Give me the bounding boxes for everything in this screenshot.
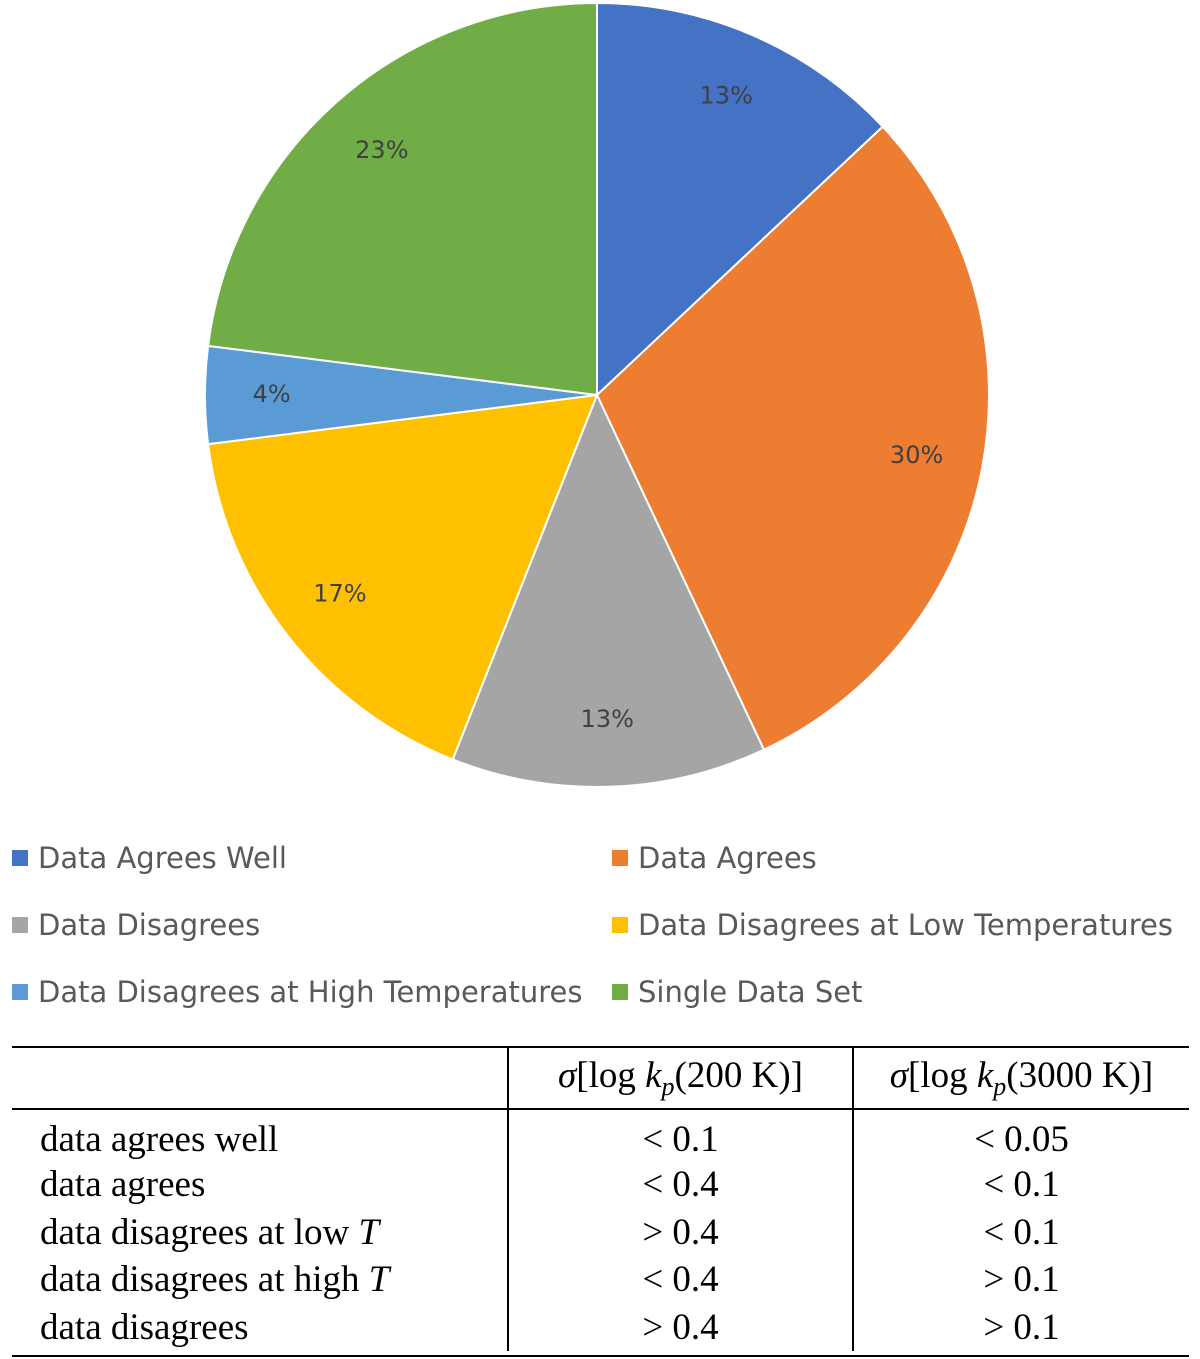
row-label: data agrees well [40,1119,279,1160]
legend-label: Data Agrees Well [38,841,287,875]
table-header-row: σ[log kp(200 K)] σ[log kp(3000 K)] [12,1047,1189,1110]
pie-slice-data-agrees-well [596,1,885,398]
legend-label: Data Disagrees at High Temperatures [38,975,583,1009]
chart-legend: Data Agrees Well Data Agrees Data Disagr… [0,826,1200,1026]
header-sigma-3000k: σ[log kp(3000 K)] [852,1047,1189,1110]
pie-slice-data-agrees [595,125,990,752]
pie-data-label: 30% [890,441,943,469]
legend-item-single-data-set: Single Data Set [612,970,862,1014]
legend-swatch [612,917,628,933]
legend-swatch [12,984,28,1000]
pie-data-label: 13% [581,705,634,733]
row-label: data disagrees at high T [40,1259,390,1301]
row-label: data agrees [40,1164,206,1206]
legend-swatch [612,850,628,866]
row-value-200k: < 0.4 [507,1256,853,1304]
legend-item-data-disagrees: Data Disagrees [12,903,260,947]
legend-label: Data Disagrees at Low Temperatures [638,908,1173,942]
row-value-3000k: > 0.1 [852,1303,1189,1352]
legend-label: Single Data Set [638,975,863,1009]
header-empty-cell [12,1047,508,1110]
table-row: data agrees < 0.4 < 0.1 [12,1161,1189,1209]
legend-item-data-agrees: Data Agrees [612,836,817,880]
row-value-3000k: > 0.1 [852,1256,1189,1304]
row-value-200k: < 0.1 [507,1109,853,1161]
table-bottom-rule [12,1355,1189,1357]
table-row: data disagrees at high T < 0.4 > 0.1 [12,1256,1189,1304]
legend-item-data-agrees-well: Data Agrees Well [12,836,287,880]
pie-data-label: 23% [355,136,408,164]
pie-labels: 13% 30% 13% 17% 4% 23% [253,81,944,733]
pie-slice-single-data-set [206,1,598,397]
legend-item-data-disagrees-low-temperatures: Data Disagrees at Low Temperatures [612,903,1173,947]
pie-data-label: 17% [313,579,366,607]
table-row: data agrees well < 0.1 < 0.05 [12,1109,1189,1161]
legend-swatch [612,984,628,1000]
legend-swatch [12,917,28,933]
pie-data-label: 13% [700,81,753,109]
pie-data-label: 4% [253,380,291,408]
row-value-3000k: < 0.1 [852,1161,1189,1209]
legend-swatch [12,850,28,866]
row-value-200k: > 0.4 [507,1208,853,1257]
criteria-table: σ[log kp(200 K)] σ[log kp(3000 K)] data … [12,1047,1189,1352]
row-value-3000k: < 0.1 [852,1208,1189,1257]
legend-label: Data Disagrees [38,908,261,942]
pie-slices [204,1,990,788]
table-row: data disagrees > 0.4 > 0.1 [12,1303,1189,1352]
row-value-200k: > 0.4 [507,1303,853,1352]
table-row: data disagrees at low T > 0.4 < 0.1 [12,1208,1189,1257]
legend-label: Data Agrees [638,841,817,875]
pie-slice-data-disagrees [451,392,766,788]
pie-slice-data-disagrees-at-low-temperatures [206,393,599,761]
row-label: data disagrees [40,1307,249,1349]
row-value-3000k: < 0.05 [852,1109,1189,1161]
pie-chart: 13% 30% 13% 17% 4% 23% [204,1,990,788]
header-sigma-200k: σ[log kp(200 K)] [507,1047,853,1110]
legend-item-data-disagrees-high-temperatures: Data Disagrees at High Temperatures [12,970,582,1014]
row-label: data disagrees at low T [40,1211,380,1253]
row-value-200k: < 0.4 [507,1161,853,1209]
